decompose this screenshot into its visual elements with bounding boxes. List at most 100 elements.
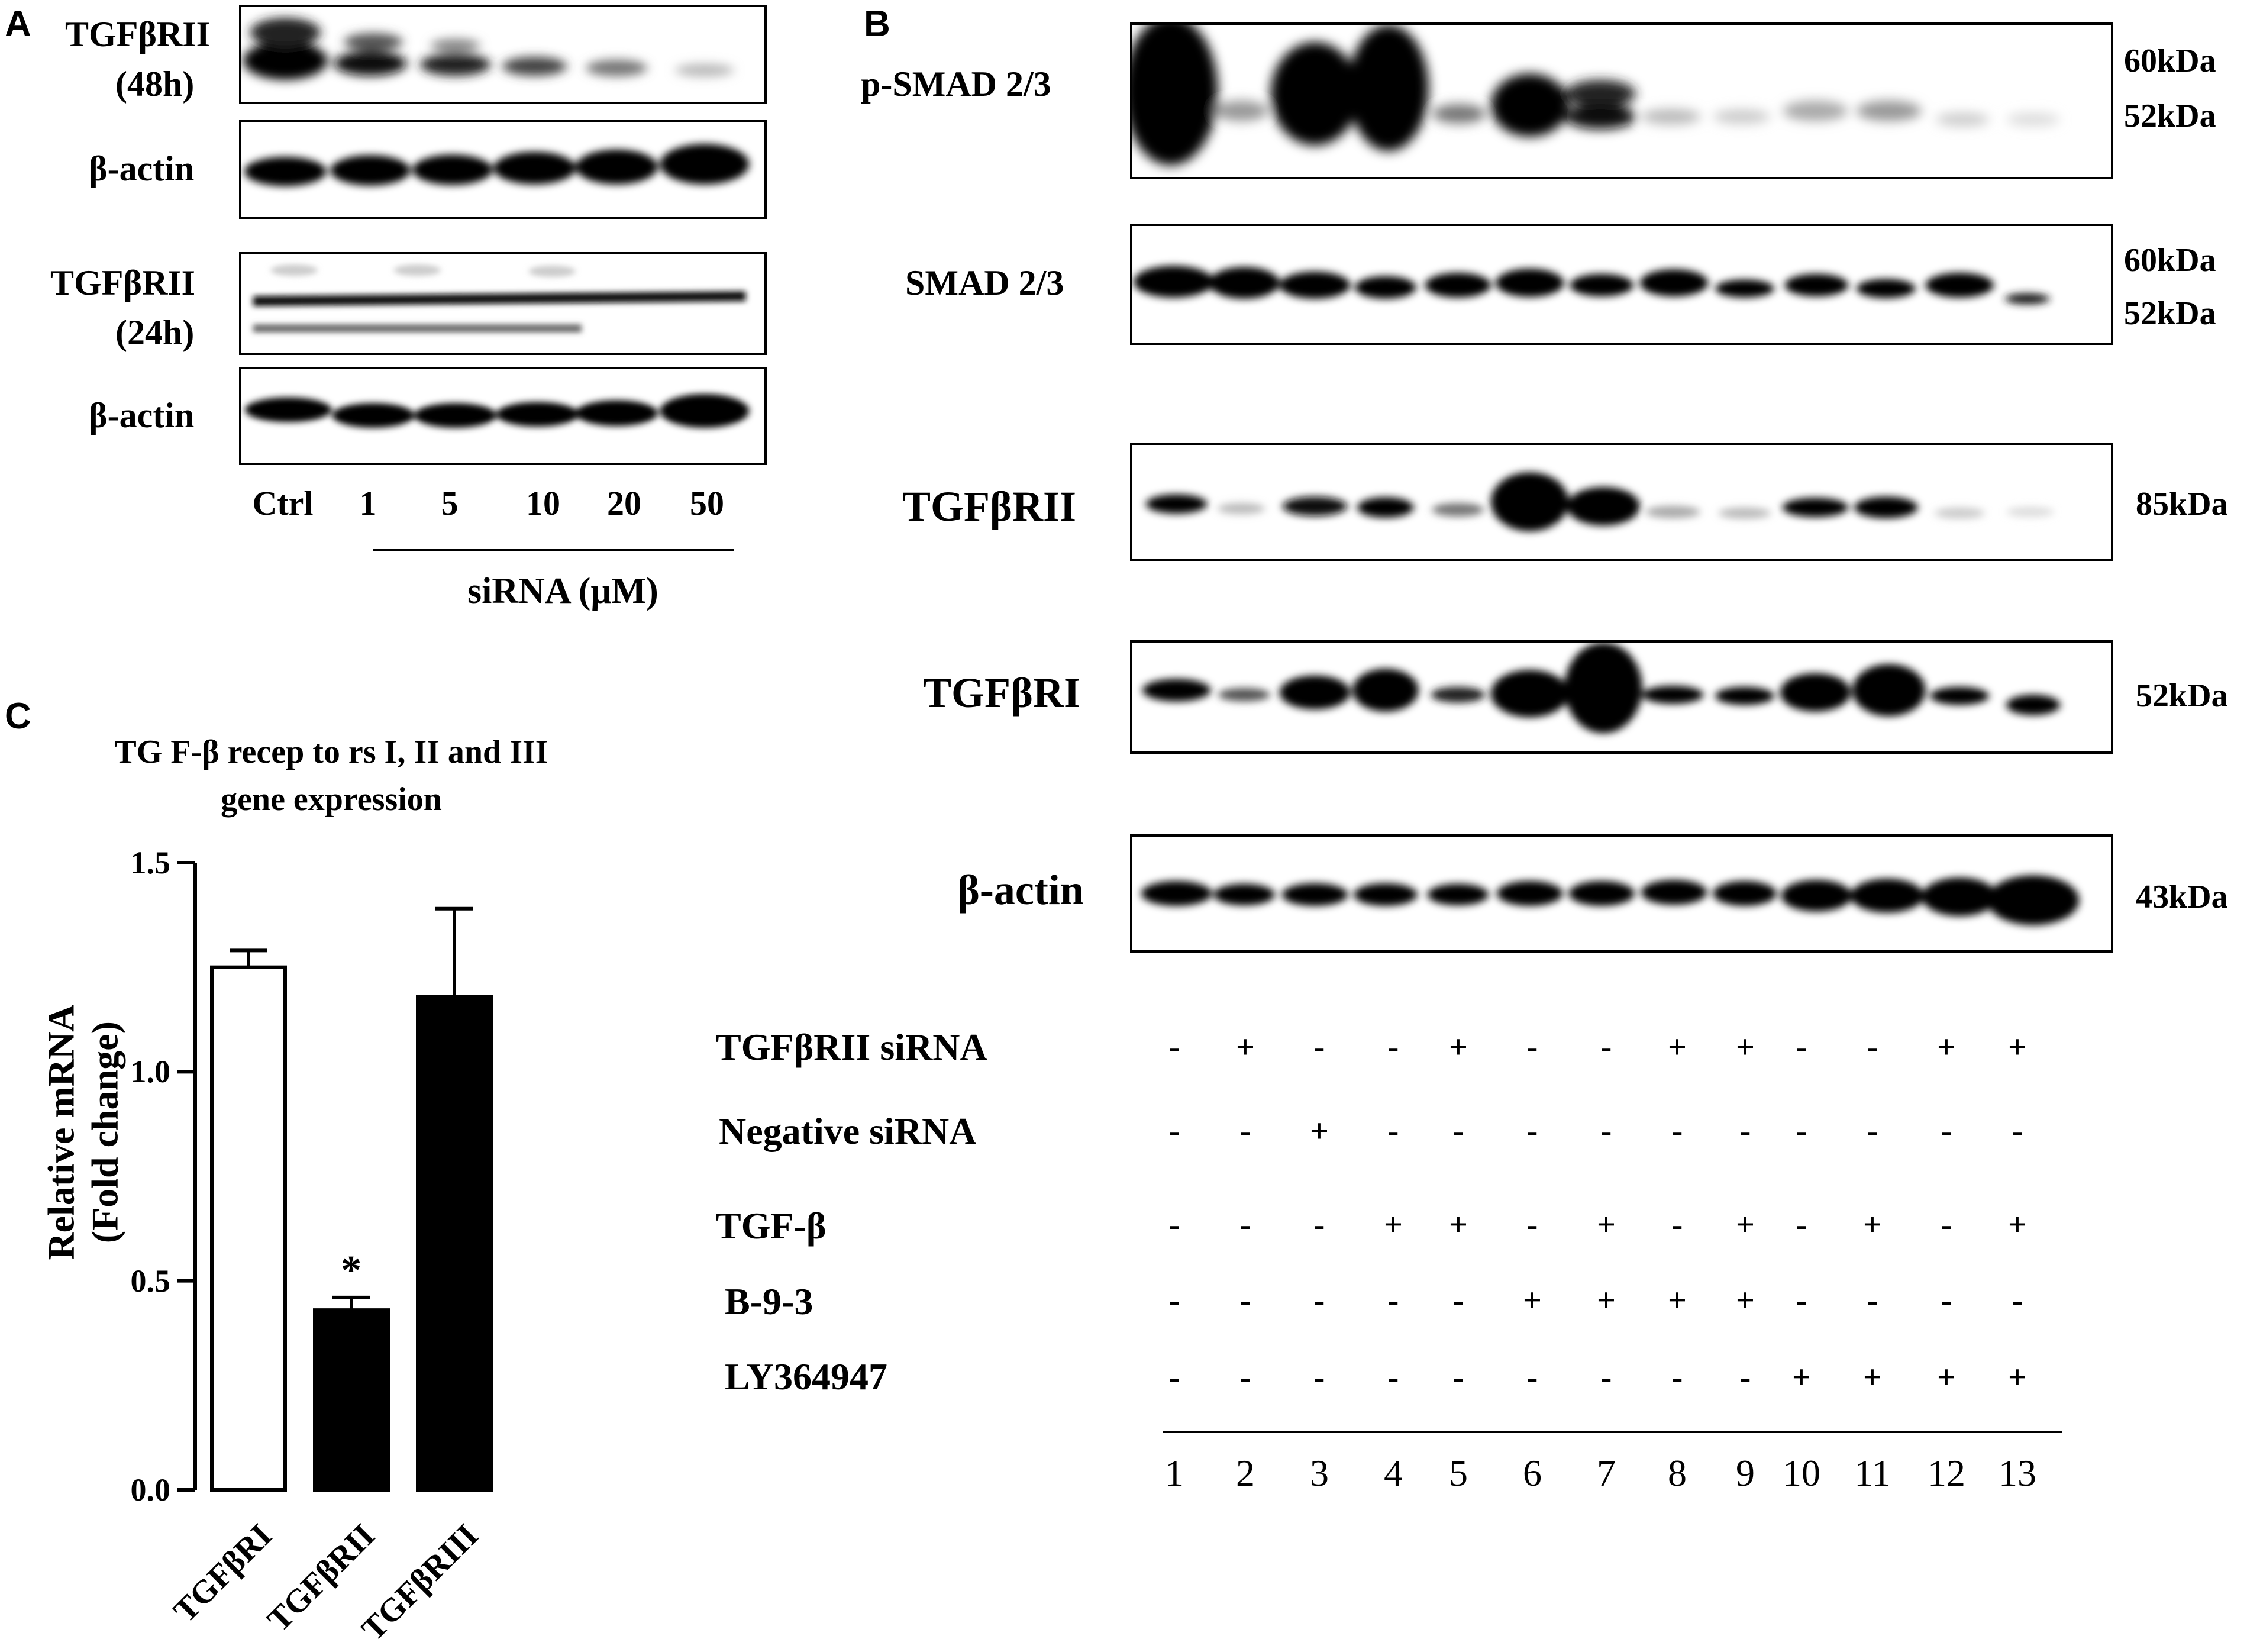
blot-a1-label-1: TGFβRII xyxy=(65,15,210,54)
lane-number: 10 xyxy=(1783,1452,1820,1494)
conc-label-5: 5 xyxy=(441,484,459,522)
condition-mark: - xyxy=(1526,1359,1538,1396)
lane-number: 1 xyxy=(1165,1452,1184,1494)
lane-number: 6 xyxy=(1523,1452,1542,1494)
condition-mark: - xyxy=(1239,1359,1251,1396)
blot-b1-marker-60: 60kDa xyxy=(2124,43,2216,79)
blot-a3-label-1: TGFβRII xyxy=(50,263,195,302)
condition-mark: - xyxy=(1313,1029,1325,1066)
condition-mark: - xyxy=(1526,1113,1538,1150)
condition-mark: + xyxy=(1937,1359,1956,1396)
condition-mark: + xyxy=(1863,1359,1882,1396)
lane-number: 11 xyxy=(1854,1452,1891,1494)
condition-mark: - xyxy=(1313,1206,1325,1243)
condition-mark: - xyxy=(1387,1282,1399,1319)
condition-mark: - xyxy=(1600,1359,1612,1396)
bar xyxy=(416,995,493,1492)
condition-mark: - xyxy=(1941,1206,1952,1243)
condition-mark: + xyxy=(2008,1029,2027,1066)
condition-mark: - xyxy=(1600,1113,1612,1150)
blot-b2-label: SMAD 2/3 xyxy=(905,263,1064,302)
condition-mark: + xyxy=(1792,1359,1811,1396)
condition-mark: + xyxy=(1310,1113,1329,1150)
condition-mark: - xyxy=(1452,1359,1464,1396)
lane-number: 5 xyxy=(1449,1452,1468,1494)
condition-mark: - xyxy=(1796,1113,1807,1150)
condition-mark: - xyxy=(1313,1359,1325,1396)
condition-mark: - xyxy=(1526,1206,1538,1243)
condition-mark: - xyxy=(1867,1029,1878,1066)
condition-mark: - xyxy=(1239,1206,1251,1243)
condition-mark: - xyxy=(1600,1029,1612,1066)
chart-title: TG F-β recep to rs I, II and III xyxy=(114,734,548,770)
lanes-rule xyxy=(1163,1431,2062,1433)
condition-mark: - xyxy=(1239,1113,1251,1150)
bar xyxy=(313,1308,390,1492)
sirna-axis-label: siRNA (μM) xyxy=(467,571,658,611)
condition-label: LY364947 xyxy=(725,1356,888,1398)
panel-a-letter: A xyxy=(5,4,31,44)
y-tick-label: 0.0 xyxy=(130,1472,171,1508)
condition-mark: - xyxy=(1168,1206,1180,1243)
condition-mark: - xyxy=(1526,1029,1538,1066)
condition-mark: + xyxy=(1736,1282,1755,1319)
condition-mark: + xyxy=(1937,1029,1956,1066)
condition-mark: - xyxy=(1796,1029,1807,1066)
lane-number: 9 xyxy=(1736,1452,1755,1494)
condition-mark: + xyxy=(1449,1029,1468,1066)
condition-mark: - xyxy=(1313,1282,1325,1319)
condition-mark: - xyxy=(2012,1113,2023,1150)
sirna-bracket-line xyxy=(373,549,734,551)
lane-number: 2 xyxy=(1236,1452,1255,1494)
condition-mark: - xyxy=(1941,1282,1952,1319)
blot-a4-label: β-actin xyxy=(89,396,195,435)
blot-a1-tgfbrii-48h xyxy=(239,5,767,104)
condition-mark: - xyxy=(2012,1282,2023,1319)
condition-mark: - xyxy=(1867,1113,1878,1150)
condition-mark: + xyxy=(1736,1206,1755,1243)
condition-mark: - xyxy=(1387,1113,1399,1150)
condition-mark: - xyxy=(1671,1113,1683,1150)
blot-b4-tgfbri xyxy=(1130,640,2113,754)
blot-b1-marker-52: 52kDa xyxy=(2124,98,2216,134)
blot-b5-beta-actin xyxy=(1130,834,2113,953)
bar xyxy=(210,965,287,1492)
condition-mark: - xyxy=(1452,1113,1464,1150)
condition-mark: - xyxy=(1941,1113,1952,1150)
condition-mark: - xyxy=(1168,1282,1180,1319)
condition-mark: - xyxy=(1671,1206,1683,1243)
lane-number: 8 xyxy=(1668,1452,1687,1494)
condition-mark: - xyxy=(1168,1359,1180,1396)
lane-number: 3 xyxy=(1310,1452,1329,1494)
lane-number: 4 xyxy=(1384,1452,1403,1494)
blot-a2-label: β-actin xyxy=(89,149,195,188)
y-tick-label: 1.0 xyxy=(130,1054,171,1090)
condition-mark: + xyxy=(2008,1206,2027,1243)
panel-c-letter: C xyxy=(5,696,31,737)
condition-mark: + xyxy=(1384,1206,1403,1243)
lane-number: 7 xyxy=(1597,1452,1616,1494)
condition-mark: - xyxy=(1739,1113,1751,1150)
condition-mark: - xyxy=(1239,1282,1251,1319)
blot-b5-label: β-actin xyxy=(957,866,1084,914)
condition-mark: + xyxy=(1449,1206,1468,1243)
blot-b1-label: p-SMAD 2/3 xyxy=(861,64,1051,104)
conc-label-20: 20 xyxy=(607,484,641,522)
condition-label: TGFβRII siRNA xyxy=(716,1026,987,1068)
conc-label-10: 10 xyxy=(526,484,560,522)
condition-mark: - xyxy=(1168,1029,1180,1066)
lane-number: 12 xyxy=(1928,1452,1965,1494)
condition-mark: - xyxy=(1387,1359,1399,1396)
blot-b2-smad xyxy=(1130,224,2113,345)
condition-mark: - xyxy=(1796,1206,1807,1243)
condition-label: TGF-β xyxy=(716,1205,827,1247)
blot-a3-label-2: (24h) xyxy=(115,313,195,352)
condition-mark: + xyxy=(1736,1029,1755,1066)
condition-mark: - xyxy=(1867,1282,1878,1319)
blot-a2-beta-actin xyxy=(239,120,767,219)
lane-number: 13 xyxy=(1999,1452,2036,1494)
blot-b5-marker-43: 43kDa xyxy=(2136,879,2228,915)
condition-mark: - xyxy=(1739,1359,1751,1396)
